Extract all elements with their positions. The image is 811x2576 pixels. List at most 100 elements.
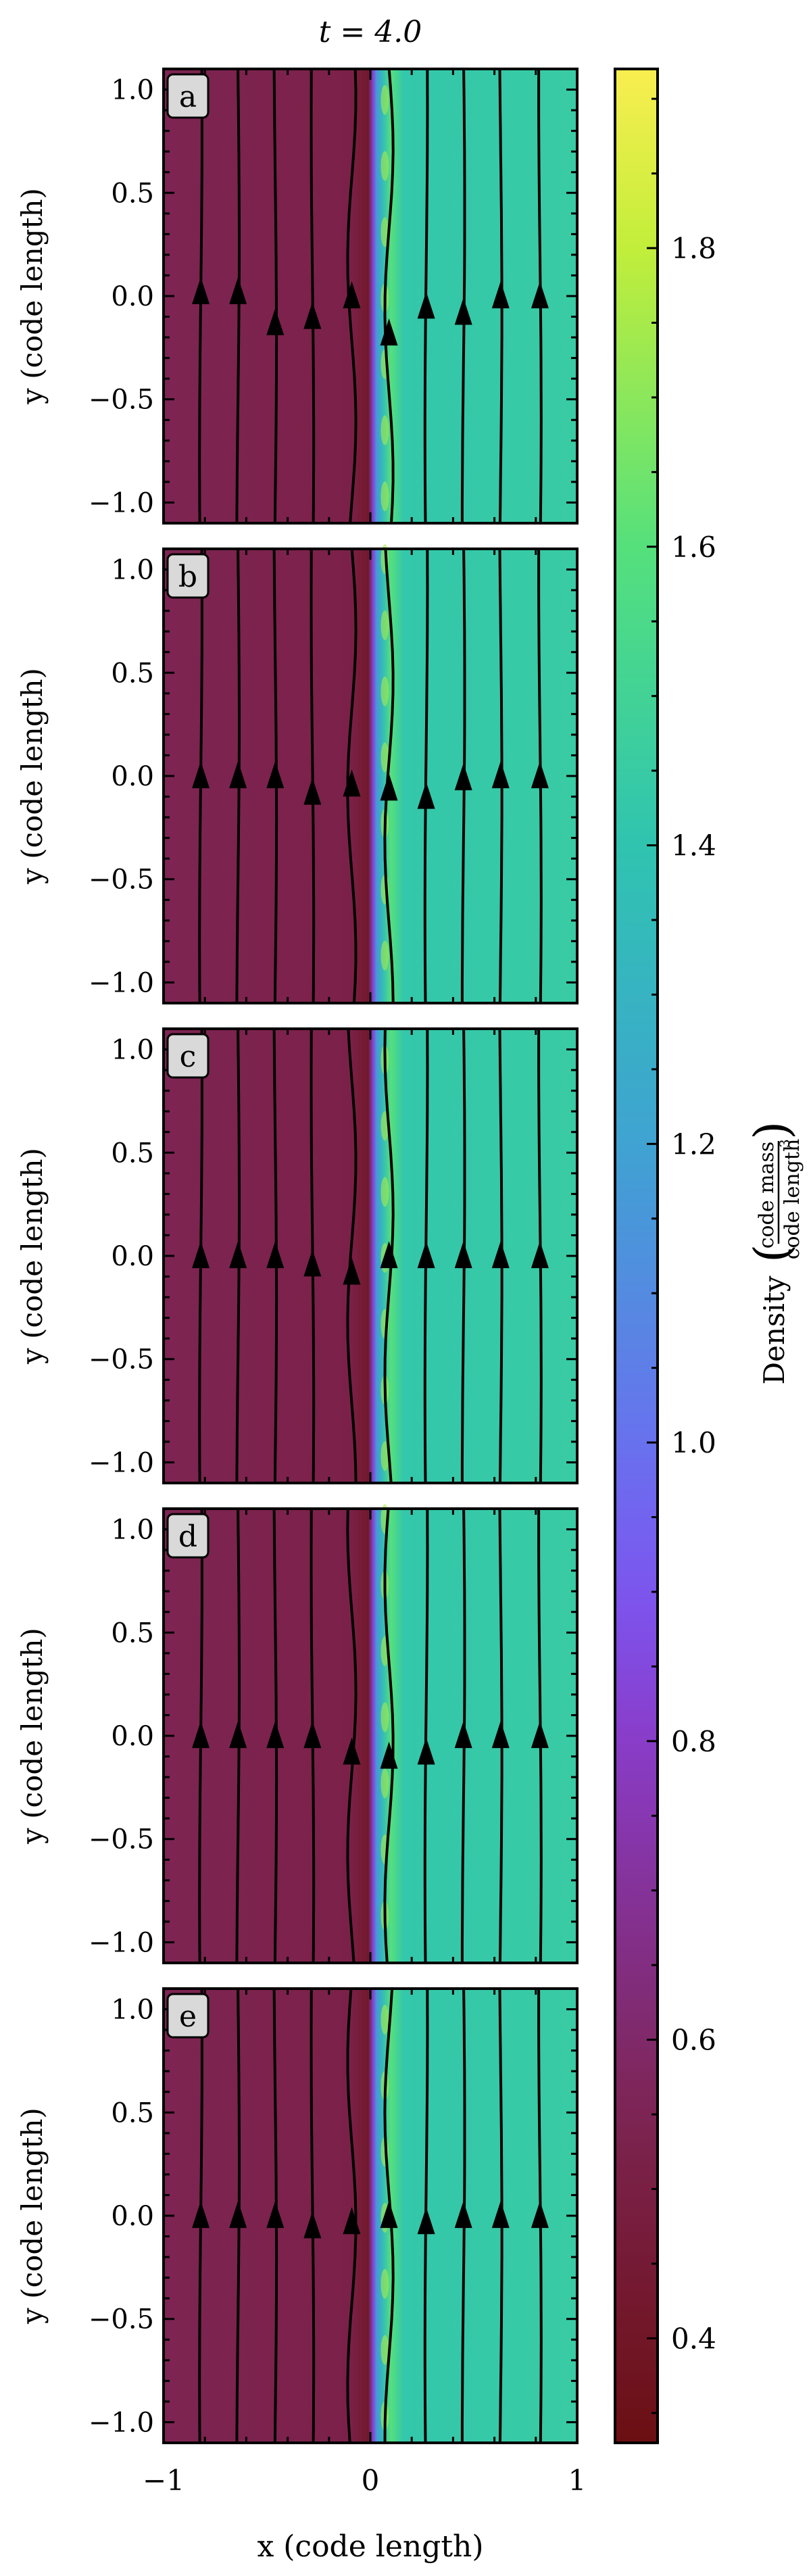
streamline-arrow [192, 2201, 210, 2229]
streamline [460, 68, 466, 523]
x-tick-label: 1 [568, 2464, 587, 2497]
y-tick-label: 1.0 [111, 1515, 154, 1546]
streamline-arrow [454, 1721, 472, 1749]
colorbar-unit-paren: ( [744, 1244, 800, 1263]
y-tick-label: 0.0 [111, 2201, 154, 2232]
panel-label: d [178, 1520, 197, 1554]
y-axis-label: y (code length) [16, 1148, 49, 1365]
y-tick-label: 0.0 [111, 1241, 154, 1272]
panel-b: −1.0 −0.5 0.0 0.5 1.0 b y (code length) [16, 544, 579, 1004]
panel-label: a [179, 80, 197, 114]
shock-streak [380, 2004, 389, 2035]
shock-streak [380, 1702, 389, 1732]
y-tick-label: 0.5 [111, 658, 154, 689]
colorbar-unit-exponent: 3 [777, 1139, 793, 1148]
y-tick-label: −0.5 [89, 385, 154, 416]
y-tick-label: 1.0 [111, 555, 154, 586]
streamline-arrow [417, 1737, 435, 1765]
density-field [164, 549, 577, 1003]
streamline-arrow [343, 1737, 361, 1765]
y-tick-label: 1.0 [111, 1035, 154, 1066]
streamline [310, 68, 316, 524]
shock-streak [380, 676, 389, 706]
panel-e: −1.0 −0.5 0.0 0.5 1.0 e y (code length) [16, 1987, 579, 2444]
panel-label: b [178, 560, 197, 594]
streamline-arrow [380, 2201, 398, 2229]
streamline [346, 1028, 358, 1484]
y-tick-label: −0.5 [89, 1344, 154, 1376]
panel-label: e [179, 1999, 197, 2034]
streamline [383, 548, 395, 1004]
y-tick-label: 0.0 [111, 281, 154, 312]
colorbar-tick-label: 1.4 [671, 829, 716, 862]
density-field [164, 1509, 577, 1963]
chart-title: t = 4.0 [319, 15, 422, 49]
panel-d: −1.0 −0.5 0.0 0.5 1.0 d y (code length) [16, 1504, 579, 1964]
y-tick-label: 0.5 [111, 2097, 154, 2129]
streamline-arrow [192, 761, 210, 789]
colorbar-unit-denominator: code length [781, 1139, 804, 1260]
streamline-arrow [229, 761, 247, 789]
streamline-arrow [417, 291, 435, 319]
y-tick-label: 1.0 [111, 1995, 154, 2026]
streamline-arrow [229, 1721, 247, 1749]
streamline-arrow [266, 1721, 285, 1749]
streamline-arrow [380, 773, 398, 801]
colorbar-tick-label: 0.4 [671, 2322, 716, 2355]
streamline [310, 548, 316, 1004]
y-tick-label: 0.0 [111, 1721, 154, 1752]
streamline [423, 1508, 429, 1964]
shock-streak [380, 2268, 389, 2299]
colorbar-tick-label: 1.6 [671, 531, 716, 564]
streamline-arrow [192, 1721, 210, 1749]
streamline-arrow [454, 1241, 472, 1269]
panel-label-box [166, 553, 210, 599]
y-tick-label: −1.0 [89, 1927, 154, 1958]
y-tick-label: 1.0 [111, 75, 154, 106]
streamline-arrow [192, 1241, 210, 1269]
streamline-arrow [343, 1257, 361, 1285]
streamline-arrow [229, 1241, 247, 1269]
colorbar-label-text: Density [758, 1275, 791, 1384]
x-tick-label: −1 [143, 2464, 185, 2497]
y-tick-label: −0.5 [89, 1824, 154, 1855]
y-tick-label: −1.0 [89, 967, 154, 998]
streamline-arrow [531, 1721, 549, 1749]
y-tick-label: −0.5 [89, 2304, 154, 2335]
y-tick-label: −1.0 [89, 2407, 154, 2438]
density-field [164, 1989, 577, 2443]
streamline-arrow [229, 277, 247, 304]
streamline-arrow [454, 297, 472, 325]
y-axis-label: y (code length) [16, 1628, 49, 1845]
x-axis-label: x (code length) [257, 2529, 483, 2564]
streamline-arrow [531, 761, 549, 789]
y-tick-label: 0.5 [111, 178, 154, 209]
shock-streak [380, 940, 389, 971]
streamline-arrow [229, 2201, 247, 2229]
panel-a: −1.0 −0.5 0.0 0.5 1.0 a y (code length) [16, 68, 579, 525]
streamline-arrow [266, 761, 285, 789]
streamline [272, 68, 278, 524]
streamline-arrow [266, 1241, 285, 1269]
colorbar-unit-paren: ) [744, 1121, 800, 1140]
shock-streak [380, 151, 389, 181]
panel-label-box [166, 1033, 210, 1079]
streamline-arrow [491, 761, 510, 789]
y-axis-label: y (code length) [16, 668, 49, 885]
streamline-arrow [266, 308, 285, 335]
streamline-arrow [531, 2201, 549, 2229]
streamline [346, 1508, 358, 1964]
streamline-arrow [303, 1721, 322, 1749]
streamline [383, 1508, 395, 1964]
colorbar-tick-label: 1.2 [671, 1127, 716, 1161]
streamline-arrow [531, 281, 549, 309]
colorbar-tick-label: 1.8 [671, 232, 716, 265]
streamline-arrow [491, 2201, 510, 2229]
shock-streak [380, 481, 389, 512]
streamline [346, 548, 358, 1004]
shock-streak [380, 1441, 389, 1472]
shock-streak [380, 610, 389, 641]
panel-c: −1.0 −0.5 0.0 0.5 1.0 c y (code length) [16, 1027, 579, 1484]
colorbar-tick-label: 0.6 [671, 2024, 716, 2057]
